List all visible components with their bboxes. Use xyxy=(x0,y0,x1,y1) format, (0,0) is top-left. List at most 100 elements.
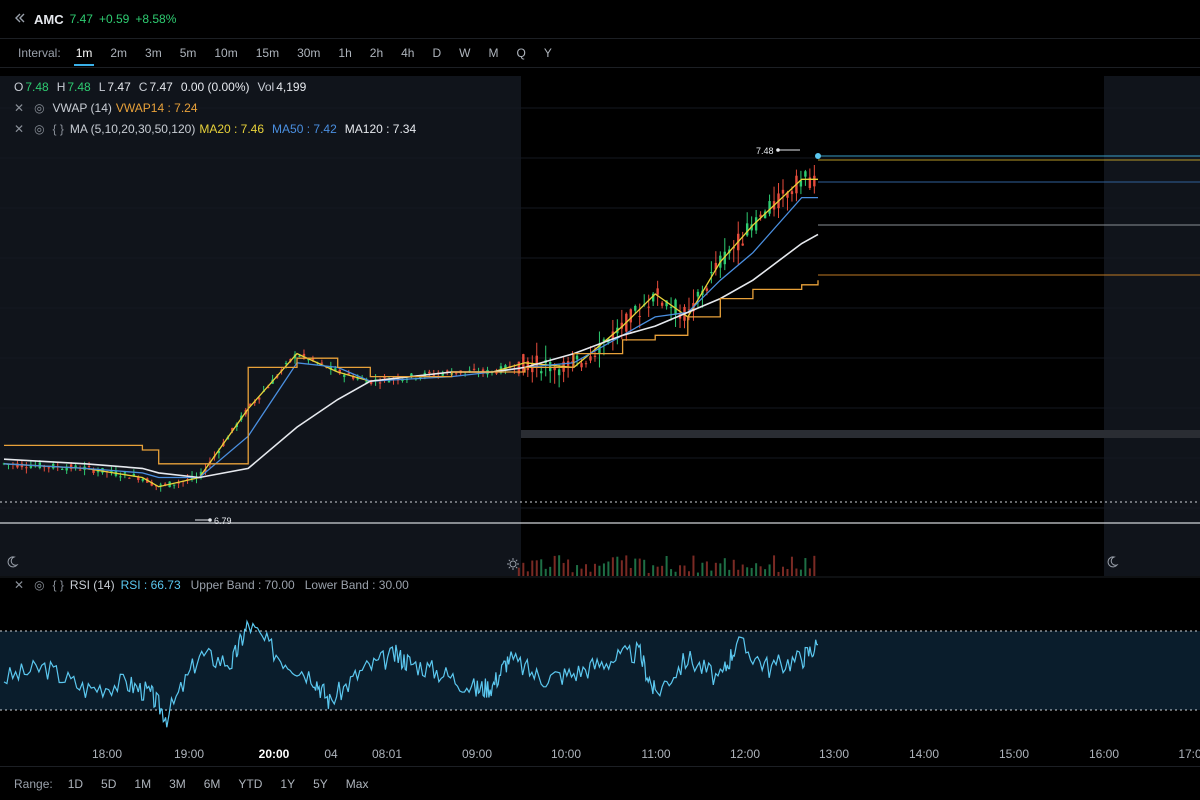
volume-bar xyxy=(602,563,605,576)
eye-icon[interactable]: ◎ xyxy=(34,122,45,136)
candle-body xyxy=(472,368,476,370)
candle-body xyxy=(119,476,122,478)
candle-body xyxy=(446,370,449,372)
price-chart[interactable]: 7.48 6.79 18:00 19:00 20:00 04 08:01 09:00 10:… xyxy=(0,68,1200,768)
candle-body xyxy=(553,367,556,371)
candle-body xyxy=(526,361,530,371)
candle-body xyxy=(150,481,153,486)
volume-bar xyxy=(795,568,798,576)
candle-body xyxy=(696,291,700,297)
volume-bar xyxy=(714,562,717,576)
vwap-name[interactable]: VWAP (14) xyxy=(52,101,112,115)
close-icon[interactable]: ✕ xyxy=(14,101,25,115)
vwap-legend-row: ✕ ◎ VWAP (14) VWAP14 : 7.24 xyxy=(14,98,416,119)
interval-30m[interactable]: 30m xyxy=(297,46,321,60)
candle-body xyxy=(548,362,552,372)
moon-icon xyxy=(7,556,19,568)
interval-5m[interactable]: 5m xyxy=(179,46,197,60)
candle-body xyxy=(284,362,288,364)
volume-bar xyxy=(719,563,722,576)
eye-icon[interactable]: ◎ xyxy=(34,578,45,592)
x-tick-label: 10:00 xyxy=(551,747,581,761)
volume-bar xyxy=(808,568,811,576)
candle-body xyxy=(163,483,167,485)
interval-m[interactable]: M xyxy=(488,46,499,60)
candle-body xyxy=(593,355,597,357)
interval-3m[interactable]: 3m xyxy=(145,46,162,60)
range-max[interactable]: Max xyxy=(345,776,369,791)
candle-body xyxy=(602,339,606,342)
interval-w[interactable]: W xyxy=(459,46,471,60)
candle-body xyxy=(132,473,136,476)
rsi-upper: Upper Band : 70.00 xyxy=(190,578,295,592)
ma-name[interactable]: MA (5,10,20,30,50,120) xyxy=(69,122,196,136)
interval-2h[interactable]: 2h xyxy=(369,46,384,60)
interval-1m[interactable]: 1m xyxy=(73,46,94,66)
volume-bar xyxy=(549,566,552,576)
range-ytd[interactable]: YTD xyxy=(238,776,263,791)
volume-bar xyxy=(790,556,793,576)
candle-body xyxy=(61,468,64,470)
symbol-name[interactable]: AMC xyxy=(34,11,64,27)
interval-2m[interactable]: 2m xyxy=(110,46,128,60)
interval-1h[interactable]: 1h xyxy=(338,46,352,60)
candle-body xyxy=(763,211,767,219)
volume-bar xyxy=(710,570,713,576)
x-tick-label: 09:00 xyxy=(462,747,492,761)
x-tick-label: 11:00 xyxy=(641,747,670,761)
double-chevron-left-icon[interactable] xyxy=(14,12,26,27)
rsi-line xyxy=(3,619,818,728)
range-1y[interactable]: 1Y xyxy=(280,776,296,791)
candle-body xyxy=(611,331,615,340)
interval-4h[interactable]: 4h xyxy=(401,46,415,60)
candle-body xyxy=(790,191,794,195)
afterhours-session-bg xyxy=(1104,76,1200,576)
candle-body xyxy=(768,201,771,214)
volume-bar xyxy=(746,567,749,576)
vwap-value: VWAP14 : 7.24 xyxy=(115,101,198,115)
volume-bar xyxy=(723,558,726,576)
volume-bar xyxy=(665,555,668,576)
candle-body xyxy=(257,397,261,400)
interval-10m[interactable]: 10m xyxy=(214,46,238,60)
candle-body xyxy=(804,171,807,177)
candle-body xyxy=(78,469,82,471)
candle-body xyxy=(656,288,659,295)
x-axis: 18:00 19:00 20:00 04 08:01 09:00 10:00 11:00 12:… xyxy=(92,747,1200,761)
volume-bar xyxy=(656,566,659,576)
candle-body xyxy=(217,450,221,454)
rsi-name[interactable]: RSI (14) xyxy=(69,578,115,592)
open-value: 7.48 xyxy=(25,80,49,94)
close-icon[interactable]: ✕ xyxy=(14,578,25,592)
candle-body xyxy=(781,189,785,194)
interval-d[interactable]: D xyxy=(432,46,442,60)
candle-body xyxy=(298,355,301,357)
range-1d[interactable]: 1D xyxy=(67,776,84,791)
interval-q[interactable]: Q xyxy=(516,46,526,60)
candle-body xyxy=(74,465,77,469)
code-braces-icon[interactable]: { } xyxy=(52,578,64,592)
range-1m[interactable]: 1M xyxy=(134,776,152,791)
range-3m[interactable]: 3M xyxy=(169,776,186,791)
candle-body xyxy=(575,355,579,360)
volume-bar xyxy=(535,560,538,576)
candle-body xyxy=(110,469,113,473)
rsi-path xyxy=(3,619,818,728)
candle-body xyxy=(199,471,203,475)
ma-legend-row: ✕ ◎ { } MA (5,10,20,30,50,120) MA20 : 7.… xyxy=(14,119,416,140)
high-label-k: H xyxy=(56,80,66,94)
high-value: 7.48 xyxy=(67,80,91,94)
interval-y[interactable]: Y xyxy=(543,46,552,60)
range-5y[interactable]: 5Y xyxy=(313,776,328,791)
code-braces-icon[interactable]: { } xyxy=(52,122,64,136)
eye-icon[interactable]: ◎ xyxy=(34,101,45,115)
candle-body xyxy=(540,371,543,374)
volume-bar xyxy=(683,565,686,576)
indicator-lines xyxy=(3,178,819,488)
candle-body xyxy=(320,362,324,364)
range-6m[interactable]: 6M xyxy=(203,776,221,791)
range-5d[interactable]: 5D xyxy=(101,776,117,791)
interval-15m[interactable]: 15m xyxy=(255,46,280,60)
close-icon[interactable]: ✕ xyxy=(14,122,25,136)
candle-body xyxy=(786,192,789,198)
